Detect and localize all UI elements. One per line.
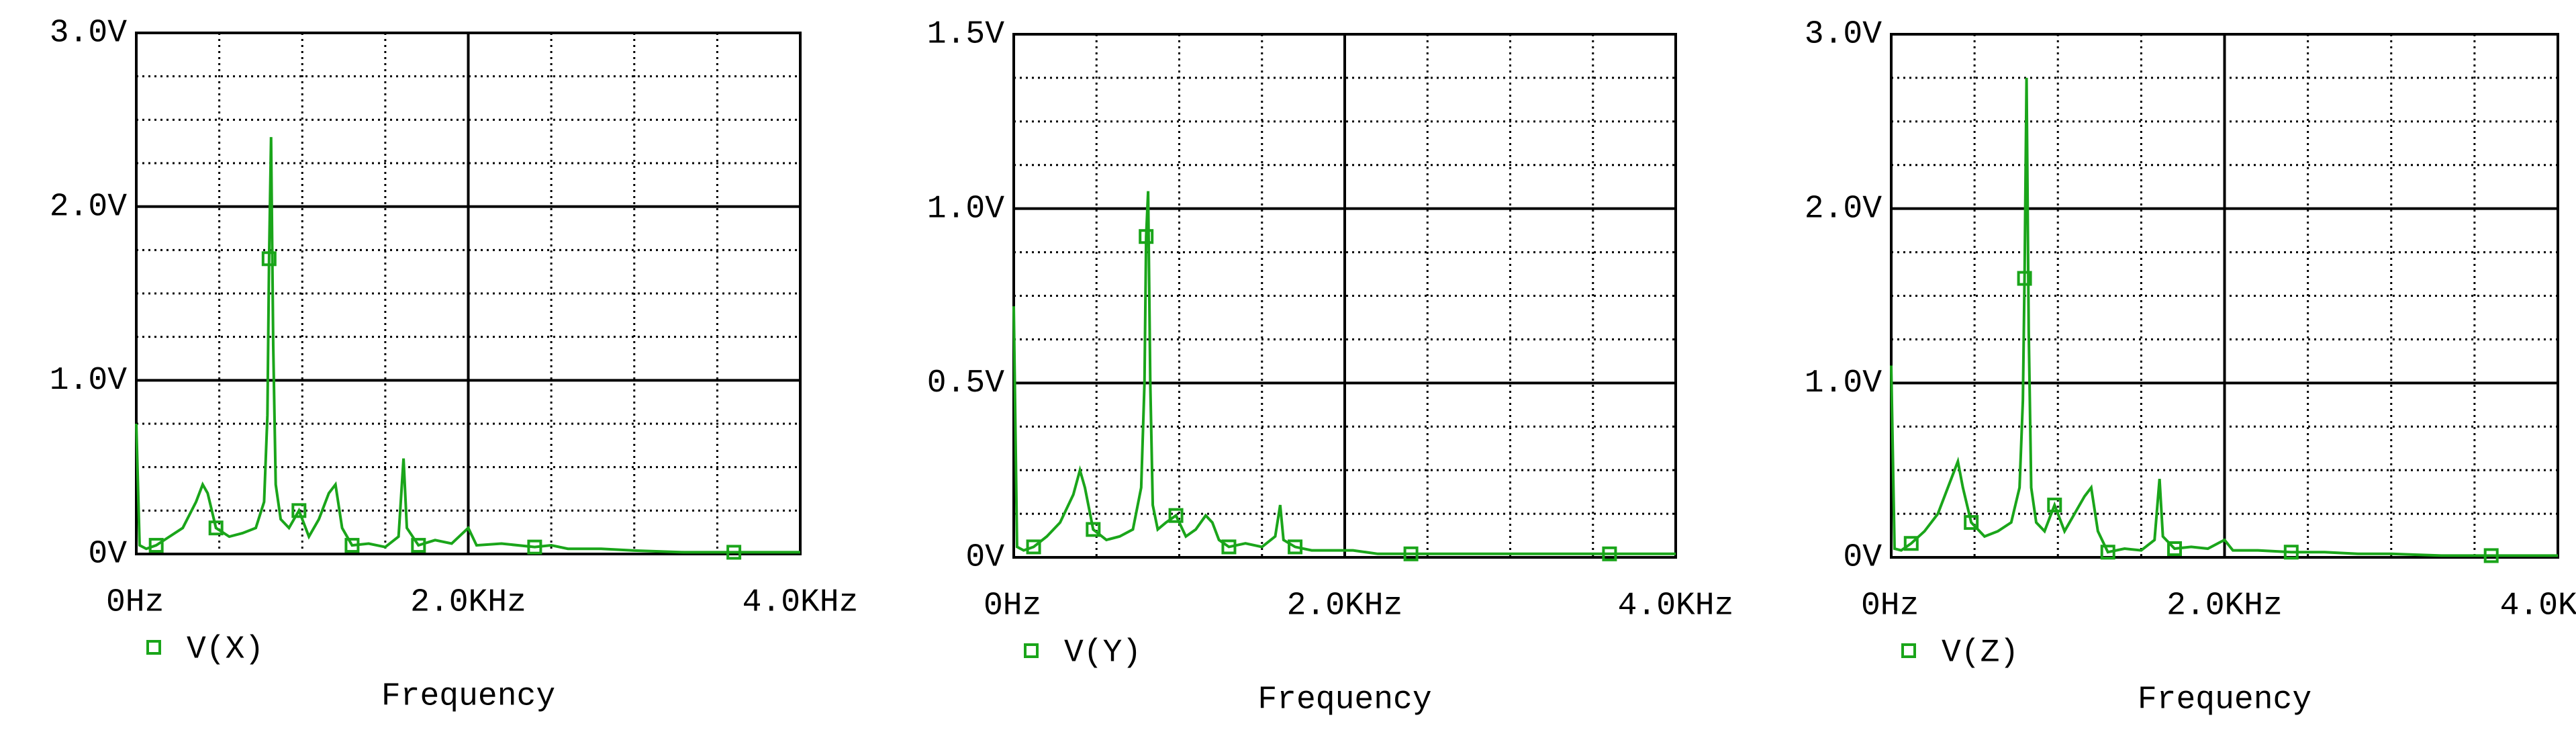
legend-label: V(Z)	[1942, 635, 2019, 672]
point-marker	[1964, 515, 1979, 530]
legend-marker	[1901, 643, 1916, 658]
y-tick-label: 2.0V	[1805, 191, 1882, 227]
point-marker	[1602, 546, 1617, 561]
legend-marker	[146, 640, 161, 655]
y-tick-label: 0.5V	[927, 365, 1004, 402]
point-marker	[1168, 508, 1184, 523]
x-tick-label: 0Hz	[1861, 588, 1919, 625]
y-tick-label: 1.0V	[50, 363, 127, 399]
plot-frame	[135, 32, 802, 555]
series-line	[135, 137, 800, 554]
x-axis-label: Frequency	[381, 679, 555, 715]
y-tick-label: 1.0V	[927, 191, 1004, 227]
point-marker	[1026, 539, 1041, 555]
point-marker	[1139, 229, 1154, 244]
y-tick-label: 0V	[88, 537, 127, 573]
point-marker	[2483, 548, 2499, 563]
point-marker	[1288, 539, 1303, 555]
legend-label: V(X)	[187, 632, 264, 668]
x-tick-label: 0Hz	[106, 585, 164, 621]
y-tick-label: 0V	[965, 540, 1004, 576]
point-marker	[726, 545, 742, 560]
point-marker	[2167, 541, 2183, 557]
y-tick-label: 1.0V	[1805, 365, 1882, 402]
x-tick-label: 2.0KHz	[410, 585, 526, 621]
x-axis-label: Frequency	[1257, 682, 1431, 719]
y-tick-label: 3.0V	[50, 15, 127, 52]
point-marker	[527, 539, 542, 555]
point-marker	[2047, 498, 2062, 513]
point-marker	[148, 538, 164, 553]
point-marker	[1403, 546, 1419, 561]
x-tick-label: 4.0KHz	[2500, 588, 2576, 625]
point-marker	[2017, 271, 2032, 286]
y-tick-label: 0V	[1843, 540, 1882, 576]
x-tick-label: 4.0KHz	[743, 585, 859, 621]
point-marker	[1903, 536, 1919, 551]
legend-label: V(Y)	[1064, 635, 1141, 672]
point-marker	[261, 251, 277, 267]
point-marker	[411, 538, 426, 553]
point-marker	[2283, 545, 2299, 560]
point-marker	[208, 520, 224, 536]
y-tick-label: 2.0V	[50, 189, 127, 225]
plot-frame	[1012, 33, 1677, 559]
series-line	[1012, 191, 1676, 555]
point-marker	[1086, 522, 1101, 537]
legend-marker	[1024, 643, 1039, 658]
x-tick-label: 4.0KHz	[1618, 588, 1734, 625]
x-axis-label: Frequency	[2138, 682, 2311, 719]
point-marker	[291, 503, 307, 518]
plot-frame	[1890, 33, 2559, 559]
y-tick-label: 3.0V	[1805, 17, 1882, 53]
x-tick-label: 2.0KHz	[2166, 588, 2283, 625]
point-marker	[2100, 545, 2115, 560]
point-marker	[344, 538, 360, 553]
x-tick-label: 2.0KHz	[1287, 588, 1403, 625]
x-tick-label: 0Hz	[984, 588, 1041, 625]
point-marker	[1221, 539, 1237, 555]
y-tick-label: 1.5V	[927, 17, 1004, 53]
series-line	[1890, 77, 2558, 557]
